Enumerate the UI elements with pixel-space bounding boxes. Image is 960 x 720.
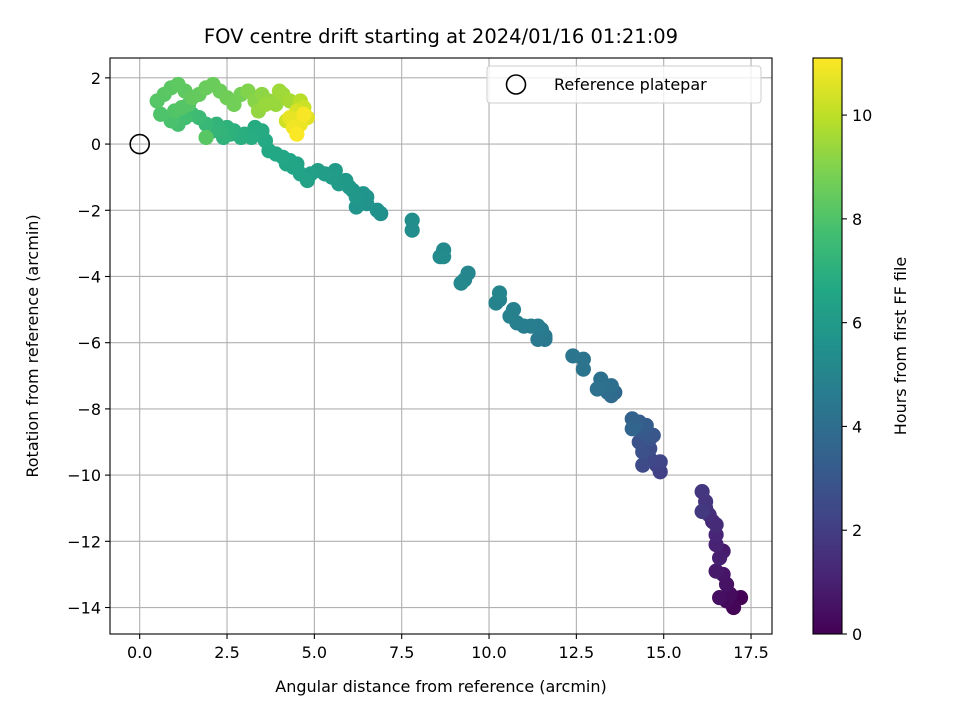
legend: Reference platepar — [486, 65, 762, 104]
colorbar-gradient — [813, 58, 842, 634]
colorbar-tick-label: 10 — [852, 106, 872, 125]
x-tick-label: 5.0 — [302, 643, 327, 662]
grid — [110, 58, 772, 634]
data-point — [624, 421, 640, 437]
y-tick-label: −14 — [67, 599, 101, 618]
data-point — [436, 249, 452, 265]
colorbar-tick-label: 8 — [852, 210, 862, 229]
plot-frame — [109, 57, 773, 635]
data-point — [198, 129, 214, 146]
data-point — [694, 484, 710, 500]
scatter-points — [149, 76, 749, 616]
legend-box — [486, 65, 762, 104]
x-tick-label: 17.5 — [733, 643, 769, 662]
y-tick-label: −8 — [77, 400, 101, 419]
colorbar-frame — [812, 57, 843, 635]
reference-marker — [129, 133, 150, 155]
x-tick-label: 12.5 — [559, 643, 595, 662]
colorbar-ticks: 0 2 4 6 8 10 — [842, 106, 872, 644]
data-point — [711, 550, 728, 566]
y-tick-label: −6 — [77, 334, 101, 353]
data-point — [589, 381, 605, 397]
x-axis: 0.0 2.5 5.0 7.5 10.0 12.5 15.0 17.5 — [127, 634, 769, 662]
colorbar: 0 2 4 6 8 10 Hours from first FF file — [812, 57, 910, 644]
data-point — [491, 285, 508, 301]
data-point — [565, 348, 581, 364]
data-point — [404, 212, 420, 228]
data-point — [271, 83, 288, 99]
x-tick-label: 15.0 — [646, 643, 682, 662]
colorbar-tick-label: 2 — [852, 521, 862, 540]
y-tick-label: −2 — [77, 201, 101, 220]
y-tick-label: −10 — [67, 466, 101, 485]
data-point — [289, 126, 305, 142]
data-point — [296, 106, 312, 122]
data-point — [635, 457, 651, 473]
data-point — [174, 100, 190, 116]
y-axis: 2 0 −2 −4 −6 −8 −10 −12 −14 — [67, 69, 110, 618]
data-point — [153, 106, 169, 122]
data-point — [453, 275, 469, 291]
colorbar-tick-label: 4 — [852, 417, 862, 436]
data-point — [694, 503, 710, 520]
x-tick-label: 0.0 — [127, 643, 152, 662]
data-point — [708, 563, 724, 579]
x-axis-label: Angular distance from reference (arcmin) — [275, 677, 606, 696]
y-tick-label: 0 — [91, 135, 101, 154]
colorbar-tick-label: 6 — [852, 314, 862, 333]
y-tick-label: −4 — [77, 267, 101, 286]
x-tick-label: 10.0 — [471, 643, 507, 662]
data-point — [711, 589, 728, 606]
y-tick-label: 2 — [91, 69, 101, 88]
data-point — [257, 96, 274, 112]
chart-title: FOV centre drift starting at 2024/01/16 … — [204, 25, 678, 48]
legend-entry-reference-platepar: Reference platepar — [554, 75, 707, 94]
x-tick-label: 7.5 — [389, 643, 414, 662]
colorbar-tick-label: 0 — [852, 625, 862, 644]
reference-platepar-marker — [129, 133, 150, 155]
x-tick-label: 2.5 — [214, 643, 239, 662]
colorbar-label: Hours from first FF file — [891, 257, 910, 436]
y-axis-label: Rotation from reference (arcmin) — [23, 214, 42, 477]
y-tick-label: −12 — [67, 532, 101, 551]
data-point — [502, 308, 518, 324]
legend-marker — [505, 74, 527, 95]
